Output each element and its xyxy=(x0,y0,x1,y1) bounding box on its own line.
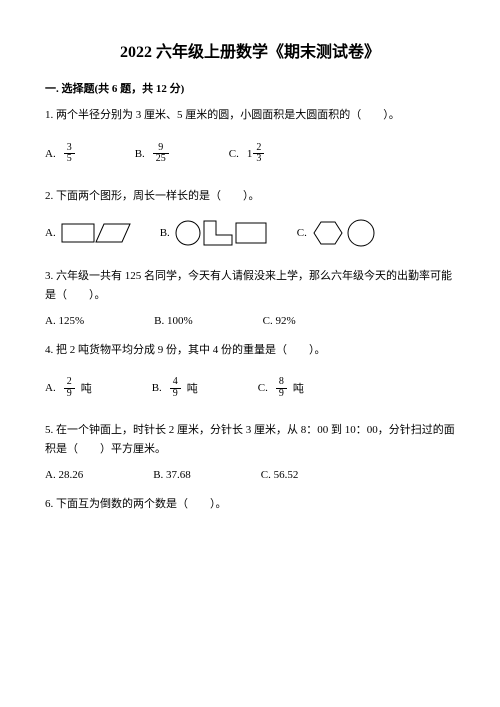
page: 2022 六年级上册数学《期末测试卷》 一. 选择题(共 6 题，共 12 分)… xyxy=(0,0,500,562)
q4-option-c: C. 8 9 吨 xyxy=(258,377,304,399)
q4-c-unit: 吨 xyxy=(293,380,304,396)
q2-a-label: A. xyxy=(45,227,56,239)
q4-option-a: A. 2 9 吨 xyxy=(45,377,92,399)
question-2: 2. 下面两个图形，周长一样长的是（ ）。 xyxy=(45,187,455,206)
q4-b-fraction: 4 9 xyxy=(170,377,181,399)
q1-option-a: A. 3 5 xyxy=(45,143,75,165)
q4-c-fraction: 8 9 xyxy=(276,377,287,399)
q4-b-label: B. xyxy=(152,382,162,394)
q2-c-label: C. xyxy=(297,227,307,239)
q1-option-b: B. 9 25 xyxy=(135,143,169,165)
q2-option-b: B. xyxy=(160,219,269,247)
q1-b-fraction: 9 25 xyxy=(153,143,169,165)
question-4: 4. 把 2 吨货物平均分成 9 份，其中 4 份的重量是（ ）。 xyxy=(45,341,455,360)
page-title: 2022 六年级上册数学《期末测试卷》 xyxy=(45,38,455,62)
question-3: 3. 六年级一共有 125 名同学，今天有人请假没来上学，那么六年级今天的出勤率… xyxy=(45,267,455,304)
q3-option-c: C. 92% xyxy=(263,315,296,327)
q4-b-unit: 吨 xyxy=(187,380,198,396)
question-6: 6. 下面互为倒数的两个数是（ ）。 xyxy=(45,495,455,514)
q1-a-den: 5 xyxy=(64,154,75,165)
question-1: 1. 两个半径分别为 3 厘米、5 厘米的圆，小圆面积是大圆面积的（ ）。 xyxy=(45,106,455,125)
q1-c-mixed: 1 2 3 xyxy=(247,143,265,165)
q4-c-den: 9 xyxy=(276,389,287,400)
q1-a-label: A. xyxy=(45,148,56,160)
q1-c-whole: 1 xyxy=(247,148,253,160)
q2-option-a: A. xyxy=(45,220,132,246)
q5-option-c: C. 56.52 xyxy=(261,469,299,481)
q4-options: A. 2 9 吨 B. 4 9 吨 C. 8 9 吨 xyxy=(45,377,455,399)
q3-options: A. 125% B. 100% C. 92% xyxy=(45,315,455,327)
q2-a-shapes xyxy=(60,220,132,246)
q1-c-den: 3 xyxy=(253,154,264,165)
q4-b-den: 9 xyxy=(170,389,181,400)
q2-b-label: B. xyxy=(160,227,170,239)
q2-options: A. B. C. xyxy=(45,219,455,247)
q2-b-shapes xyxy=(174,219,269,247)
q1-b-den: 25 xyxy=(153,154,169,165)
section-heading: 一. 选择题(共 6 题，共 12 分) xyxy=(45,80,455,96)
q4-a-unit: 吨 xyxy=(81,380,92,396)
q1-a-fraction: 3 5 xyxy=(64,143,75,165)
q2-c-shapes xyxy=(311,219,381,247)
q4-a-den: 9 xyxy=(64,389,75,400)
q1-b-label: B. xyxy=(135,148,145,160)
q4-a-fraction: 2 9 xyxy=(64,377,75,399)
q5-option-a: A. 28.26 xyxy=(45,469,83,481)
q5-options: A. 28.26 B. 37.68 C. 56.52 xyxy=(45,469,455,481)
q1-c-fraction: 2 3 xyxy=(253,143,264,165)
q1-option-c: C. 1 2 3 xyxy=(229,143,265,165)
q3-option-b: B. 100% xyxy=(154,315,193,327)
q1-c-label: C. xyxy=(229,148,239,160)
q1-options: A. 3 5 B. 9 25 C. 1 2 3 xyxy=(45,143,455,165)
q3-option-a: A. 125% xyxy=(45,315,84,327)
q5-option-b: B. 37.68 xyxy=(153,469,191,481)
q2-option-c: C. xyxy=(297,219,381,247)
q4-a-label: A. xyxy=(45,382,56,394)
question-5: 5. 在一个钟面上，时针长 2 厘米，分针长 3 厘米，从 8：00 到 10：… xyxy=(45,421,455,458)
q4-c-label: C. xyxy=(258,382,268,394)
q4-option-b: B. 4 9 吨 xyxy=(152,377,198,399)
